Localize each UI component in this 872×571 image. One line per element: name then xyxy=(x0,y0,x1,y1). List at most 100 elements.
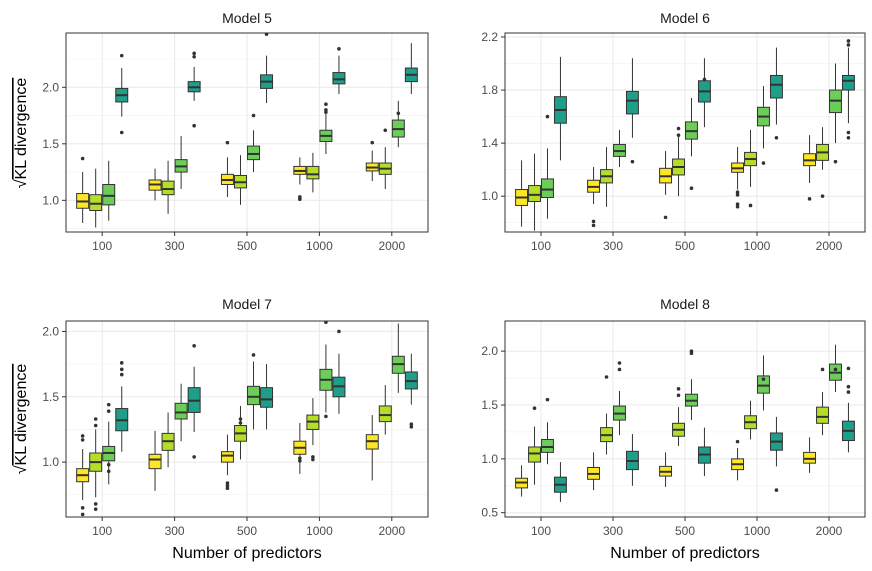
box-outlier xyxy=(820,194,825,198)
x-tick-label: 300 xyxy=(165,524,185,538)
panel-title: Model 5 xyxy=(222,10,272,26)
box-outlier xyxy=(80,156,85,161)
x-tick-label: 300 xyxy=(603,239,623,253)
y-axis: 1.0 1.5 2.0 xyxy=(42,324,66,469)
x-axis: 100 300 500 1000 2000 xyxy=(531,232,843,253)
box-outlier xyxy=(833,367,838,372)
box-outlier xyxy=(106,409,111,413)
box-outlier xyxy=(761,377,766,381)
box-outlier xyxy=(106,462,111,467)
box-outlier xyxy=(702,77,707,82)
panel-grid xyxy=(505,33,865,232)
box-outlier xyxy=(311,455,315,459)
box-body xyxy=(220,451,234,463)
box-body xyxy=(247,385,261,406)
box-outlier xyxy=(119,361,124,365)
panel-boxes xyxy=(76,320,418,517)
box-outlier xyxy=(119,130,124,135)
box-outlier xyxy=(383,128,388,133)
panel-boxes xyxy=(76,32,418,228)
y-axis: 0.5 1.0 1.5 2.0 xyxy=(481,344,505,520)
box-outlier xyxy=(192,123,196,128)
y-axis-title-bottom: √KL divergence xyxy=(13,364,30,475)
x-tick-label: 300 xyxy=(603,524,623,538)
box-body xyxy=(378,405,392,423)
box-outlier xyxy=(225,486,230,491)
box-body xyxy=(803,451,817,464)
box-body xyxy=(332,72,346,85)
box-outlier xyxy=(119,372,124,377)
panel-model-5: 1.0 1.5 2.0 100 300 500 1000 2000 Model 5 xyxy=(42,10,429,253)
panel-title: Model 7 xyxy=(222,296,272,312)
y-tick-label: 1.0 xyxy=(481,452,498,466)
box-outlier xyxy=(80,438,85,442)
box-outlier xyxy=(225,483,230,488)
box-body xyxy=(625,90,639,115)
box-outlier xyxy=(846,43,851,47)
box-outlier xyxy=(225,481,230,485)
panel-grid xyxy=(505,321,865,517)
box-outlier xyxy=(735,193,740,197)
x-tick-label: 2000 xyxy=(378,239,405,253)
box-outlier xyxy=(409,425,414,429)
y-tick-label: 1.0 xyxy=(42,193,59,207)
box-outlier xyxy=(337,329,341,334)
box-outlier xyxy=(748,203,753,208)
box-outlier xyxy=(93,507,98,511)
box-outlier xyxy=(591,223,596,228)
box-outlier xyxy=(846,390,851,394)
box-outlier xyxy=(774,136,779,140)
y-axis-title: √KL divergence xyxy=(13,364,30,475)
x-tick-label: 1000 xyxy=(306,524,333,538)
box-outlier xyxy=(324,414,328,419)
box-outlier xyxy=(676,387,681,391)
box-outlier xyxy=(80,506,85,510)
box-body xyxy=(757,375,770,394)
box-outlier xyxy=(192,51,196,56)
box-body xyxy=(306,165,320,180)
box-outlier xyxy=(676,133,681,137)
x-axis: 100 300 500 1000 2000 xyxy=(92,232,405,253)
box-outlier xyxy=(545,114,550,119)
x-tick-label: 2000 xyxy=(816,239,843,253)
x-tick-label: 2000 xyxy=(378,524,405,538)
box-outlier xyxy=(663,215,668,220)
y-tick-label: 2.0 xyxy=(481,344,498,358)
panel-model-7: 1.0 1.5 2.0 100 300 500 1000 2000 Model 7 xyxy=(42,296,429,538)
box-body xyxy=(769,74,783,99)
box-outlier xyxy=(409,422,414,427)
box-outlier xyxy=(846,366,851,371)
box-body xyxy=(541,178,554,199)
box-outlier xyxy=(735,439,740,444)
y-tick-label: 1.5 xyxy=(42,390,59,404)
box-body xyxy=(260,387,274,408)
y-tick-label: 0.5 xyxy=(481,506,498,520)
x-tick-label: 1000 xyxy=(306,239,333,253)
box-outlier xyxy=(238,417,243,421)
box-outlier xyxy=(119,53,124,58)
box-body xyxy=(247,145,261,161)
x-tick-label: 500 xyxy=(237,239,257,253)
box-body xyxy=(161,180,175,196)
box-outlier xyxy=(324,110,328,114)
box-outlier xyxy=(532,406,537,411)
box-outlier xyxy=(324,102,328,107)
box-outlier xyxy=(761,161,766,165)
panel-boxes xyxy=(515,344,855,502)
box-outlier xyxy=(774,488,779,492)
y-axis-title-top: √KL divergence xyxy=(13,78,30,189)
box-outlier xyxy=(735,190,740,194)
box-outlier xyxy=(192,455,196,459)
box-outlier xyxy=(604,375,609,379)
x-tick-label: 2000 xyxy=(816,524,843,538)
box-body xyxy=(174,402,188,420)
box-outlier xyxy=(617,367,622,372)
box-body xyxy=(148,453,162,470)
box-outlier xyxy=(298,197,302,202)
y-tick-label: 1.0 xyxy=(481,189,498,203)
x-tick-label: 300 xyxy=(165,239,185,253)
box-outlier xyxy=(846,39,851,43)
box-outlier xyxy=(251,353,256,357)
box-outlier xyxy=(192,344,196,348)
